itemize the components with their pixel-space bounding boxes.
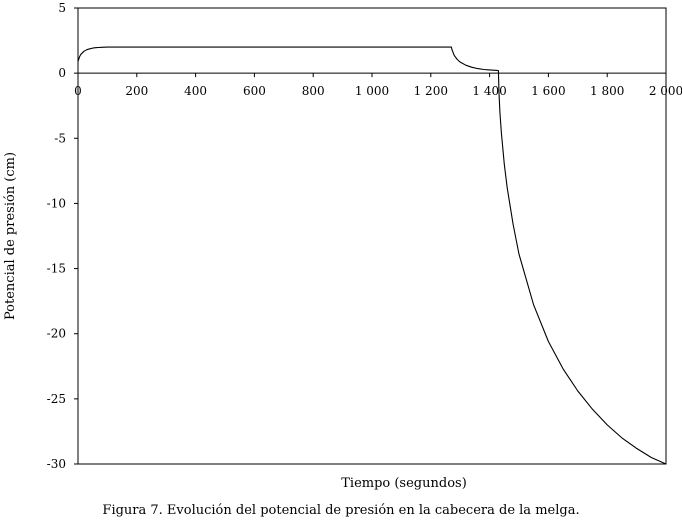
- x-tick-label: 800: [302, 84, 325, 98]
- plot-area-frame: [77, 7, 667, 465]
- y-tick-label: 0: [58, 66, 66, 80]
- x-tick-label: 0: [74, 84, 82, 98]
- figure-caption: Figura 7. Evolución del potencial de pre…: [102, 503, 580, 518]
- y-tick-label: 5: [58, 1, 66, 15]
- series-layer: [77, 46, 667, 465]
- y-tick-label: -20: [47, 327, 66, 341]
- x-tick-label: 400: [184, 84, 207, 98]
- x-tick-label: 1 600: [531, 84, 565, 98]
- series-line: [77, 46, 667, 465]
- x-tick-label: 1 400: [472, 84, 506, 98]
- x-tick-label: 200: [125, 84, 148, 98]
- x-axis: 0 200 400 600 800 1 000 1 200 1 400 1 600 1 800 2 …: [74, 72, 682, 98]
- x-axis-title: Tiempo (segundos): [341, 476, 467, 491]
- pressure-potential-chart: 0 200 400 600 800 1 000 1 200 1 400 1 600 1 800 2 …: [3, 1, 682, 491]
- y-tick-label: -5: [54, 131, 66, 145]
- x-tick-label: 1 000: [355, 84, 389, 98]
- y-tick-label: -25: [47, 392, 66, 406]
- x-tick-label: 2 000: [649, 84, 682, 98]
- y-axis: 5 0 -5 -10 -15 -20 -25 -30: [47, 1, 78, 471]
- y-tick-label: -30: [47, 457, 66, 471]
- x-tick-label: 1 800: [590, 84, 624, 98]
- x-tick-label: 600: [243, 84, 266, 98]
- x-tick-label: 1 200: [414, 84, 448, 98]
- y-axis-title: Potencial de presión (cm): [3, 152, 18, 320]
- y-tick-label: -10: [47, 196, 66, 210]
- y-tick-label: -15: [47, 262, 66, 276]
